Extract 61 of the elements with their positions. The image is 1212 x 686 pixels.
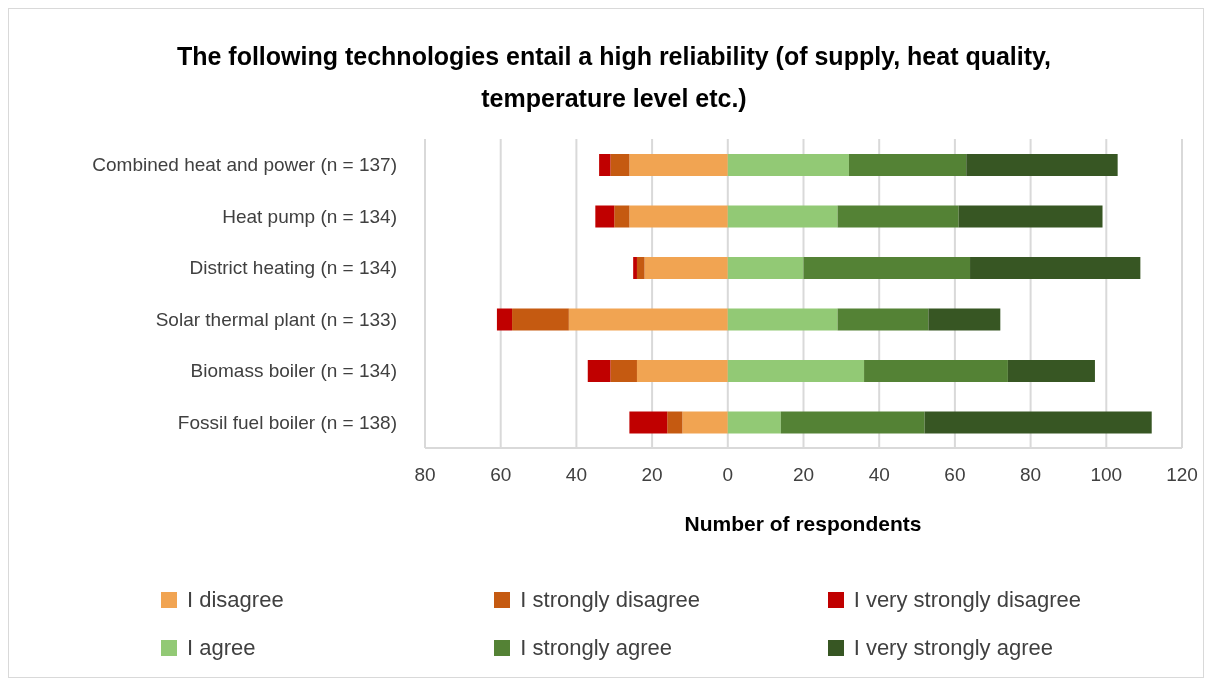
bar <box>970 257 1141 279</box>
y-tick-label: Solar thermal plant (n = 133) <box>155 308 397 330</box>
legend-label: I very strongly agree <box>853 635 1053 661</box>
bar <box>837 205 959 228</box>
y-tick-label: District heating (n = 134) <box>189 257 397 279</box>
bar <box>958 205 1103 228</box>
bar <box>966 154 1118 176</box>
bar <box>682 411 728 434</box>
legend-label: I disagree <box>187 587 284 613</box>
bar <box>633 257 637 279</box>
x-tick-label: 40 <box>565 464 587 486</box>
bar <box>644 257 728 279</box>
x-tick-label: 80 <box>1020 464 1042 486</box>
x-tick-label: 20 <box>792 464 815 486</box>
x-tick-label: 100 <box>1090 464 1123 486</box>
legend-label: I agree <box>187 635 256 661</box>
x-tick-label: 60 <box>944 464 966 486</box>
y-tick-label: Fossil fuel boiler (n = 138) <box>177 411 397 433</box>
x-tick-label: 40 <box>868 464 890 486</box>
x-tick-label: 0 <box>722 464 734 486</box>
legend-label: I strongly disagree <box>520 587 701 613</box>
bar <box>727 205 838 228</box>
x-tick-label: 120 <box>1166 464 1198 486</box>
x-tick-label: 20 <box>641 464 663 486</box>
bar <box>848 154 967 176</box>
bar <box>629 154 728 176</box>
bar <box>924 411 1152 434</box>
y-tick-label: Heat pump (n = 134) <box>222 205 397 227</box>
bar <box>496 308 513 331</box>
bar <box>864 360 1008 382</box>
bar <box>727 360 865 382</box>
x-axis-title: Number of respondents <box>683 512 923 536</box>
bar <box>1007 360 1095 382</box>
bar <box>636 360 728 382</box>
bar <box>629 411 668 434</box>
bar <box>636 257 645 279</box>
bar <box>803 257 971 279</box>
bar <box>599 154 611 176</box>
bar <box>629 205 728 228</box>
bar <box>727 154 849 176</box>
bar <box>587 360 611 382</box>
bar <box>610 360 637 382</box>
y-tick-label: Biomass boiler (n = 134) <box>190 360 397 382</box>
bar <box>928 308 1001 331</box>
legend-label: I very strongly disagree <box>853 587 1082 613</box>
bar <box>595 205 615 228</box>
bar <box>727 257 804 279</box>
bar <box>610 154 630 176</box>
bar <box>727 411 781 434</box>
x-tick-label: 60 <box>490 464 512 486</box>
y-tick-label: Combined heat and power (n = 137) <box>92 154 397 176</box>
bar <box>512 308 569 331</box>
chart-title: The following technologies entail a high reliability (of supply, heat quality, temperature level etc.) <box>175 41 1053 114</box>
bar <box>667 411 683 434</box>
bar <box>568 308 728 331</box>
bar <box>837 308 929 331</box>
bar <box>614 205 630 228</box>
x-tick-label: 80 <box>414 464 436 486</box>
bar <box>727 308 838 331</box>
bar <box>780 411 925 434</box>
legend-label: I strongly agree <box>520 635 672 661</box>
